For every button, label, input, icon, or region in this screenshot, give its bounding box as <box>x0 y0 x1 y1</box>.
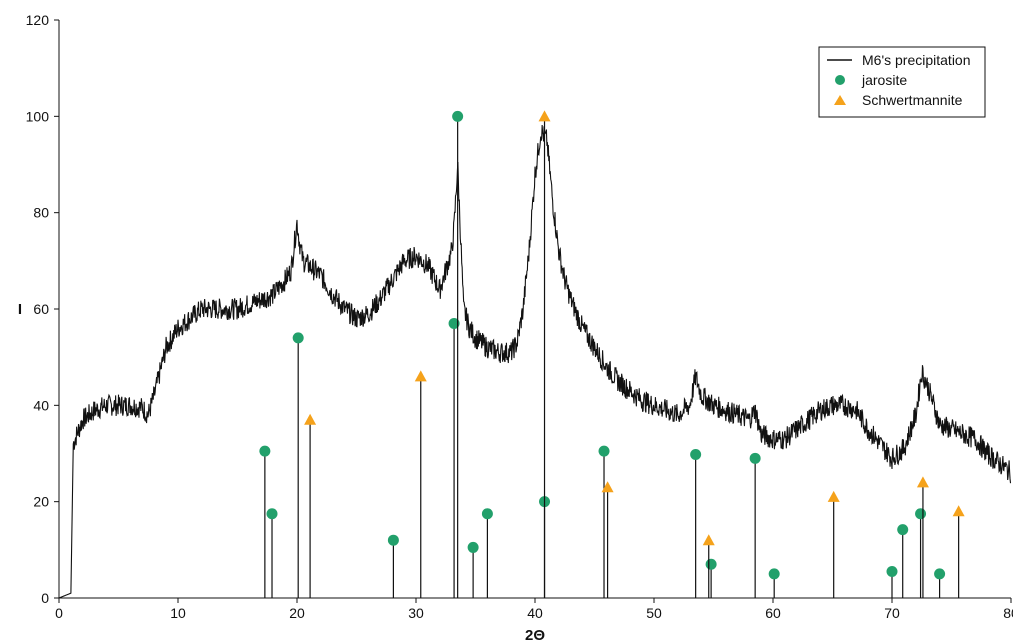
legend-label-jarosite: jarosite <box>861 72 907 88</box>
jarosite-point <box>934 568 946 580</box>
x-tick-label: 40 <box>527 605 543 621</box>
jarosite-point <box>598 445 610 457</box>
y-tick-label: 100 <box>26 108 50 124</box>
x-tick-label: 10 <box>170 605 186 621</box>
jarosite-point <box>690 448 702 460</box>
x-tick-label: 80 <box>1003 605 1013 621</box>
schwertmannite-point <box>414 370 427 382</box>
x-axis-label: 2Θ <box>525 627 545 644</box>
x-tick-label: 60 <box>765 605 781 621</box>
x-tick-label: 0 <box>55 605 63 621</box>
y-tick-label: 60 <box>33 301 49 317</box>
schwertmannite-point <box>304 413 317 425</box>
jarosite-point <box>705 558 717 570</box>
schwertmannite-point <box>601 481 614 493</box>
x-tick-label: 70 <box>884 605 900 621</box>
jarosite-point <box>266 508 278 520</box>
legend: M6's precipitation jarosite Schwertmanni… <box>818 46 986 118</box>
y-tick-label: 0 <box>41 590 49 606</box>
legend-label-schwertmannite: Schwertmannite <box>862 92 963 108</box>
x-tick-label: 20 <box>289 605 305 621</box>
jarosite-point <box>448 317 460 329</box>
x-tick-label: 50 <box>646 605 662 621</box>
ticks: 0 10 20 30 40 50 60 70 80 0 20 40 60 80 100 120 <box>26 12 1013 621</box>
jarosite-point <box>768 568 780 580</box>
precipitation-trace <box>58 124 1012 599</box>
x-tick-label: 30 <box>408 605 424 621</box>
y-tick-label: 120 <box>26 12 50 28</box>
jarosite-point <box>481 508 493 520</box>
jarosite-point <box>886 566 898 578</box>
jarosite-point <box>749 452 761 464</box>
y-tick-label: 20 <box>33 494 49 510</box>
plot-area <box>58 110 1012 599</box>
schwertmannite-point <box>702 534 715 546</box>
legend-schwertmannite-marker <box>834 95 846 105</box>
jarosite-point <box>387 534 399 546</box>
schwertmannite-point <box>827 490 840 502</box>
jarosite-point <box>467 541 479 553</box>
legend-label-precipitation: M6's precipitation <box>862 52 971 68</box>
jarosite-point <box>915 508 927 520</box>
schwertmannite-point <box>952 505 965 517</box>
y-tick-label: 80 <box>33 205 49 221</box>
y-axis-label: I <box>18 301 22 318</box>
schwertmannite-point <box>916 476 929 488</box>
jarosite-point <box>259 445 271 457</box>
schwertmannite-point <box>538 110 551 122</box>
jarosite-point <box>897 524 909 536</box>
jarosite-point <box>292 332 304 344</box>
legend-jarosite-marker <box>835 75 845 85</box>
y-tick-label: 40 <box>33 397 49 413</box>
legend-box <box>818 46 986 118</box>
jarosite-point <box>452 110 464 122</box>
